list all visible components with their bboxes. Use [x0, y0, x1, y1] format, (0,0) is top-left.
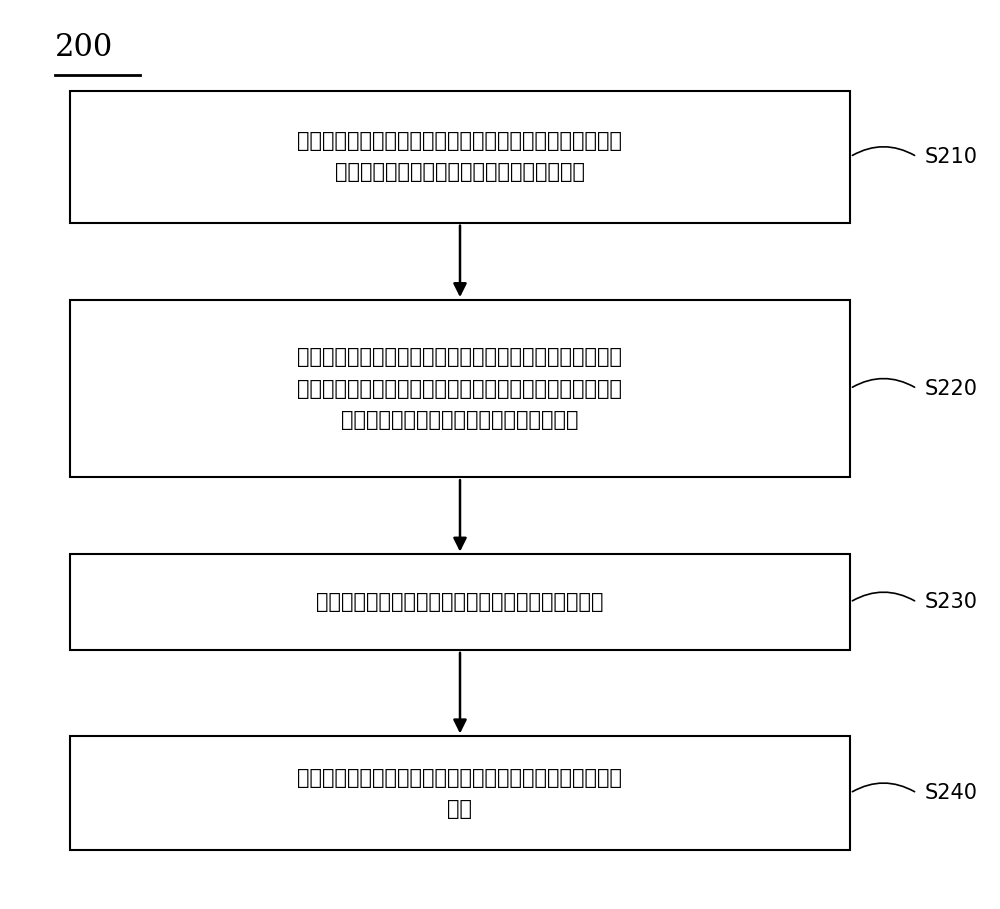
Text: S210: S210 [925, 146, 978, 167]
Text: 处理待检索问题，得到针对待检索问题的第一处理结果，第
一处理结果包括第一文本信息和第一语义信息: 处理待检索问题，得到针对待检索问题的第一处理结果，第 一处理结果包括第一文本信息… [298, 131, 622, 183]
Text: 将目标问题和与目标问题对应的答案中的至少之一作为检索
结果: 将目标问题和与目标问题对应的答案中的至少之一作为检索 结果 [298, 767, 622, 819]
Text: S220: S220 [925, 378, 978, 399]
Bar [70, 300, 850, 477]
Text: 基于比较结果，从至少一个候选问题中确定目标问题: 基于比较结果，从至少一个候选问题中确定目标问题 [316, 592, 604, 613]
Text: S230: S230 [925, 592, 978, 613]
Bar [70, 554, 850, 650]
Text: 针对至少一个候选问题中的每个候选问题，将第一处理结果
与候选问题的第二处理结果进行比较，得到比较结果，第二
处理结果包括第二文本信息和第二语义信息: 针对至少一个候选问题中的每个候选问题，将第一处理结果 与候选问题的第二处理结果进… [298, 347, 622, 430]
Text: 200: 200 [55, 32, 113, 63]
Bar [70, 91, 850, 223]
Bar [70, 736, 850, 850]
Text: S240: S240 [925, 783, 978, 804]
